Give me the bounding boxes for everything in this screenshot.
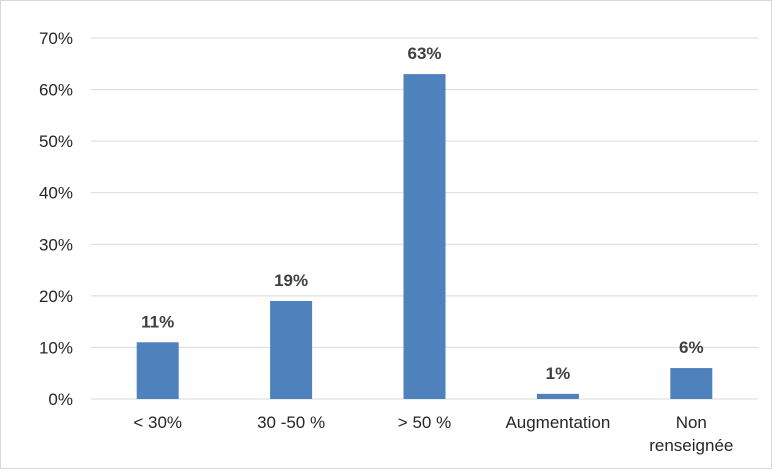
x-axis-categories: < 30% 30 -50 % > 50 % Augmentation Non rensei… <box>133 413 733 455</box>
data-label: 11% <box>141 312 174 331</box>
category-label: < 30% <box>133 413 182 432</box>
y-tick-label: 10% <box>39 338 73 357</box>
bar <box>136 342 179 399</box>
data-label: 1% <box>546 364 571 383</box>
bar <box>670 368 713 399</box>
bar <box>536 393 579 399</box>
category-label: 30 -50 % <box>257 413 325 432</box>
y-tick-label: 50% <box>39 132 73 151</box>
data-label: 63% <box>407 44 441 63</box>
y-tick-label: 40% <box>39 184 73 203</box>
y-axis-ticks: 0% 10% 20% 30% 40% 50% 60% 70% <box>39 29 73 409</box>
y-tick-label: 60% <box>39 81 73 100</box>
bars <box>136 74 713 399</box>
bar <box>403 74 446 399</box>
category-label: > 50 % <box>398 413 451 432</box>
data-labels: 11% 19% 63% 1% 6% <box>141 44 703 383</box>
y-tick-label: 30% <box>39 235 73 254</box>
category-label: Augmentation <box>505 413 610 432</box>
y-tick-label: 20% <box>39 287 73 306</box>
data-label: 19% <box>274 271 308 290</box>
y-tick-label: 0% <box>48 390 73 409</box>
category-label: Non renseignée <box>649 413 733 455</box>
y-tick-label: 70% <box>39 29 73 48</box>
bar <box>270 301 313 399</box>
data-label: 6% <box>679 338 704 357</box>
